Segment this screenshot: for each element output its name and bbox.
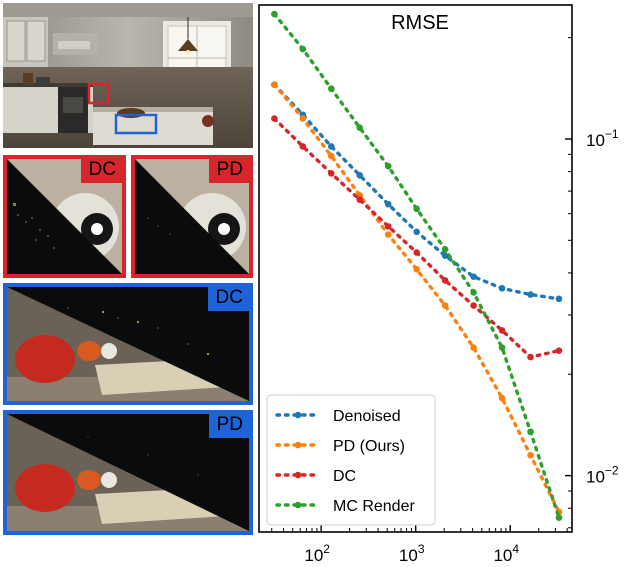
inset-pd-blue-crop: PD <box>3 410 253 535</box>
data-point-denoised <box>527 291 534 298</box>
rmse-chart: RMSE 102 103 104 10−1 10−2 Denoised PD (Ours)… <box>258 4 619 565</box>
data-point-pd-ours <box>441 302 449 309</box>
data-point-mc-render <box>271 10 278 18</box>
data-point-denoised <box>441 252 449 260</box>
data-point-mc-render <box>384 162 392 170</box>
data-point-denoised <box>356 171 364 179</box>
data-point-mc-render <box>470 289 477 296</box>
data-point-dc <box>555 347 563 354</box>
legend-marker-denoised <box>294 411 302 419</box>
data-point-mc-render <box>498 344 506 351</box>
data-point-denoised <box>498 285 506 292</box>
data-point-dc <box>413 249 420 256</box>
inset-label-pd-blue: PD <box>208 414 249 438</box>
x-tick-label: 103 <box>399 542 425 565</box>
data-point-denoised <box>328 143 335 150</box>
data-point-mc-render <box>527 428 534 436</box>
legend-label-mc-render: MC Render <box>333 498 415 515</box>
series-layer <box>271 10 563 521</box>
legend-label-pd-ours: PD (Ours) <box>333 438 405 455</box>
inset-label-dc-blue: DC <box>207 287 249 311</box>
data-point-dc <box>356 196 364 204</box>
data-point-mc-render <box>328 85 335 93</box>
data-point-mc-render <box>299 45 307 53</box>
inset-pd-red-crop: PD <box>131 155 253 278</box>
inset-label-dc: DC <box>80 159 122 183</box>
inset-dc-red-crop: DC <box>3 155 126 278</box>
crop-image-dc <box>7 159 122 274</box>
data-point-pd-ours <box>271 81 278 88</box>
data-point-dc <box>470 302 477 309</box>
legend-marker-pd-ours <box>294 441 302 449</box>
y-tick-label: 10−2 <box>586 464 619 487</box>
legend-marker-dc <box>294 471 302 479</box>
data-point-mc-render <box>441 246 449 253</box>
kitchen-scene-image <box>3 3 253 148</box>
data-point-dc <box>384 223 392 230</box>
x-tick-label: 102 <box>304 542 330 565</box>
data-point-pd-ours <box>328 152 335 160</box>
inset-label-pd: PD <box>208 159 249 183</box>
inset-dc-blue-crop: DC <box>3 283 253 405</box>
chart-title: RMSE <box>391 12 449 34</box>
legend-marker-mc-render <box>294 501 302 509</box>
data-point-mc-render <box>356 124 364 132</box>
scene-thumbnail <box>3 3 253 148</box>
x-tick-label: 104 <box>493 542 519 565</box>
data-point-dc <box>498 327 506 334</box>
data-point-dc <box>299 143 307 150</box>
axis-ticks: 102 103 104 10−1 10−2 <box>271 37 619 565</box>
data-point-dc <box>271 115 278 122</box>
data-point-denoised <box>555 295 563 303</box>
legend: Denoised PD (Ours) DC MC Render <box>266 394 436 526</box>
legend-label-denoised: Denoised <box>333 408 401 425</box>
data-point-pd-ours <box>470 344 477 351</box>
data-point-pd-ours <box>527 451 534 459</box>
data-point-pd-ours <box>384 231 392 238</box>
data-point-mc-render <box>555 514 563 521</box>
series-line-dc <box>272 116 561 359</box>
data-point-mc-render <box>413 205 420 213</box>
data-point-dc <box>441 277 449 284</box>
data-point-pd-ours <box>299 115 307 122</box>
data-point-pd-ours <box>498 394 506 402</box>
red-crop-box <box>87 82 110 105</box>
y-tick-label: 10−1 <box>586 127 619 150</box>
data-point-pd-ours <box>413 266 420 273</box>
data-point-denoised <box>470 273 477 280</box>
data-point-dc <box>328 170 335 177</box>
blue-crop-box <box>114 113 158 135</box>
legend-label-dc: DC <box>333 468 356 485</box>
data-point-denoised <box>384 200 392 208</box>
legend-box <box>266 394 436 526</box>
crop-image-pd-blue <box>7 414 249 531</box>
data-point-denoised <box>413 228 420 236</box>
data-point-dc <box>527 353 534 361</box>
